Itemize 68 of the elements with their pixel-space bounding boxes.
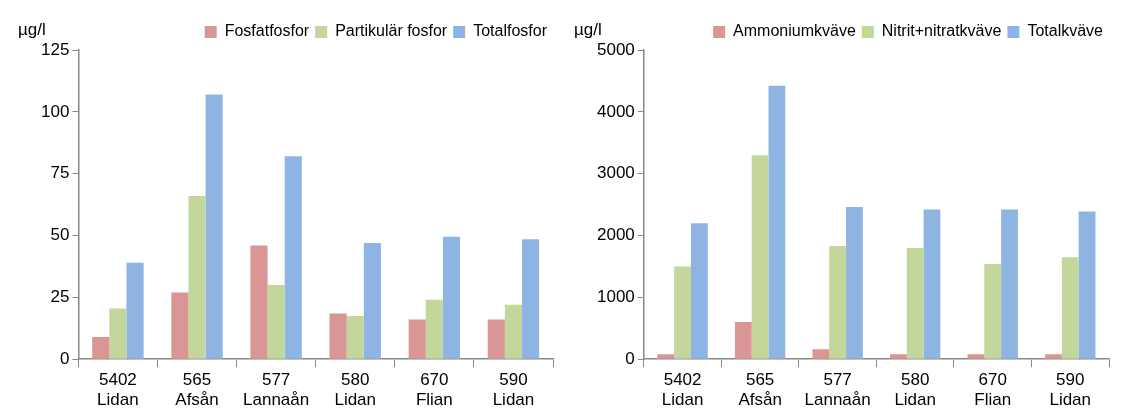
- x-tick-label: 580 Lidan: [894, 370, 936, 410]
- bar: [329, 313, 347, 359]
- x-tick-label: 5402 Lidan: [661, 370, 704, 410]
- y-tick-label: 5000: [596, 39, 635, 59]
- bar: [734, 322, 752, 359]
- bar: [674, 266, 691, 359]
- bar: [442, 236, 461, 359]
- x-tick-label: 577 Lannaån: [804, 370, 871, 410]
- x-tick-label: 670 Flian: [415, 370, 453, 410]
- y-axis-title: µg/l: [574, 20, 602, 40]
- x-tick-label: 565 Afsån: [738, 370, 782, 410]
- y-tick-label: 50: [50, 225, 70, 245]
- y-tick-label: 0: [625, 348, 635, 368]
- bar: [1001, 209, 1018, 359]
- legend-label: Ammoniumkväve: [733, 22, 856, 40]
- bar: [768, 85, 786, 359]
- bar: [363, 242, 381, 359]
- bar: [522, 239, 540, 359]
- bar: [92, 336, 110, 359]
- x-tick-label: 590 Lidan: [1049, 370, 1092, 410]
- legend-label: Totalfosfor: [473, 22, 548, 40]
- bar: [250, 245, 268, 359]
- bar: [425, 299, 443, 359]
- x-tick-label: 670 Flian: [974, 370, 1012, 410]
- bar: [967, 354, 985, 359]
- legend-label: Totalkväve: [1027, 22, 1104, 40]
- bar: [846, 207, 863, 359]
- x-tick-label: 5402 Lidan: [97, 370, 139, 410]
- legend-label: Partikulär fosfor: [335, 22, 448, 40]
- bar: [812, 349, 830, 359]
- bar: [284, 156, 302, 359]
- y-tick-label: 1000: [596, 287, 635, 307]
- bar: [923, 209, 941, 359]
- bar: [906, 247, 924, 359]
- y-axis-title: µg/l: [18, 20, 46, 40]
- bar: [984, 263, 1002, 359]
- x-tick-label: 577 Lannaån: [243, 370, 310, 410]
- x-tick-label: 565 Afsån: [175, 370, 219, 410]
- bar: [657, 354, 675, 359]
- y-tick-label: 100: [40, 101, 70, 121]
- bar: [408, 319, 426, 359]
- legend-label: Nitrit+nitratkväve: [881, 22, 1002, 40]
- bar: [267, 284, 285, 359]
- bar: [690, 223, 708, 359]
- bar: [188, 195, 206, 359]
- legend-label: Fosfatfosfor: [224, 22, 310, 40]
- y-tick-label: 125: [40, 39, 70, 59]
- bar: [889, 354, 907, 359]
- bar: [205, 94, 223, 359]
- bar: [487, 319, 505, 359]
- y-tick-label: 75: [50, 163, 70, 183]
- x-tick-label: 590 Lidan: [492, 370, 535, 410]
- x-tick-label: 580 Lidan: [334, 370, 377, 410]
- y-tick-label: 4000: [596, 101, 635, 121]
- bar: [829, 246, 847, 359]
- y-tick-label: 3000: [596, 163, 635, 183]
- bar: [109, 308, 127, 359]
- bar: [504, 304, 523, 359]
- bar: [1078, 211, 1096, 359]
- bar: [171, 292, 189, 359]
- y-tick-label: 2000: [596, 225, 635, 245]
- bar: [751, 155, 769, 359]
- bar: [1045, 354, 1062, 359]
- y-tick-label: 25: [50, 287, 70, 307]
- bar: [126, 262, 144, 359]
- y-tick-label: 0: [59, 348, 70, 368]
- bar: [346, 315, 364, 359]
- bar: [1061, 257, 1079, 359]
